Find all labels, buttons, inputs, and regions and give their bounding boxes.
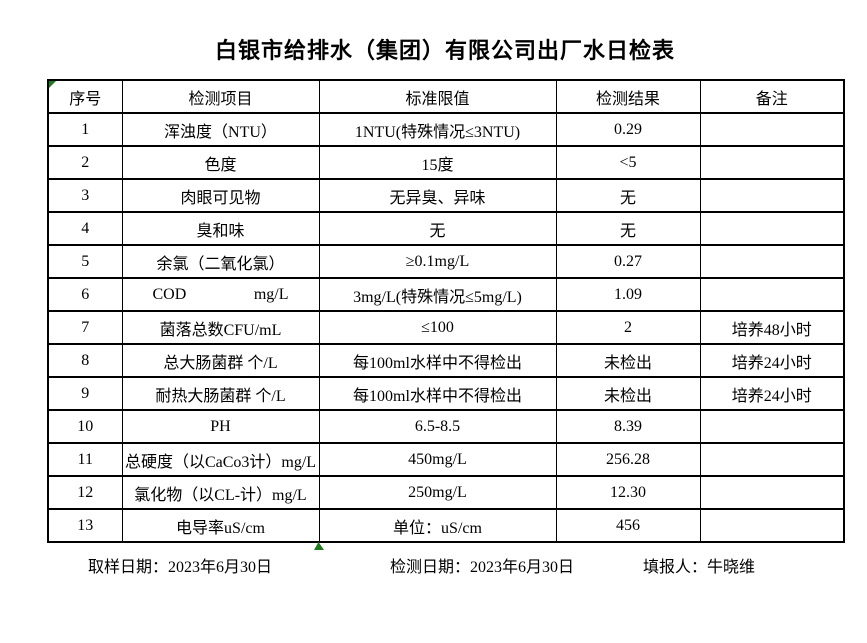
table-row: 3 肉眼可见物 无异臭、异味 无 — [47, 178, 845, 213]
table-row: 8 总大肠菌群 个/L 每100ml水样中不得检出 未检出 培养24小时 — [47, 343, 845, 378]
cell-item: 余氯（二氧化氯） — [121, 244, 320, 279]
cell-note: 培养24小时 — [699, 343, 845, 378]
cell-no: 13 — [47, 508, 123, 543]
table-row: 11 总硬度（以CaCo3计）mg/L 450mg/L 256.28 — [47, 442, 845, 477]
cell-note — [699, 277, 845, 312]
cell-result: 1.09 — [555, 277, 701, 312]
cell-item: PH — [121, 409, 320, 444]
cell-result: 456 — [555, 508, 701, 543]
cell-no: 1 — [47, 112, 123, 147]
cell-result: 0.27 — [555, 244, 701, 279]
table-row: 5 余氯（二氧化氯） ≥0.1mg/L 0.27 — [47, 244, 845, 279]
cell-note — [699, 409, 845, 444]
cell-item: 耐热大肠菌群 个/L — [121, 376, 320, 411]
cell-limit: 250mg/L — [318, 475, 557, 510]
cell-item: 总硬度（以CaCo3计）mg/L — [121, 442, 320, 477]
cell-limit: 每100ml水样中不得检出 — [318, 376, 557, 411]
cell-result: 无 — [555, 178, 701, 213]
cell-note — [699, 178, 845, 213]
cell-no: 11 — [47, 442, 123, 477]
cell-item: 氯化物（以CL-计）mg/L — [121, 475, 320, 510]
sampling-date-label: 取样日期：2023年6月30日 — [88, 559, 273, 576]
cell-result: 12.30 — [555, 475, 701, 510]
cell-limit: 1NTU(特殊情况≤3NTU) — [318, 112, 557, 147]
cell-note — [699, 211, 845, 246]
cell-limit: ≤100 — [318, 310, 557, 345]
cell-limit: 无 — [318, 211, 557, 246]
table-header-row: 序号 检测项目 标准限值 检测结果 备注 — [47, 79, 845, 114]
cell-item: 肉眼可见物 — [121, 178, 320, 213]
testing-date-label: 检测日期：2023年6月30日 — [390, 559, 575, 576]
cell-result: 0.29 — [555, 112, 701, 147]
cell-note — [699, 442, 845, 477]
cell-result: 未检出 — [555, 343, 701, 378]
table-row: 7 菌落总数CFU/mL ≤100 2 培养48小时 — [47, 310, 845, 345]
table-row: 2 色度 15度 <5 — [47, 145, 845, 180]
cell-limit: 无异臭、异味 — [318, 178, 557, 213]
table-row: 12 氯化物（以CL-计）mg/L 250mg/L 12.30 — [47, 475, 845, 510]
cell-result: 8.39 — [555, 409, 701, 444]
cell-note — [699, 475, 845, 510]
cell-limit: ≥0.1mg/L — [318, 244, 557, 279]
cell-item: COD mg/L — [121, 277, 320, 312]
cell-no: 12 — [47, 475, 123, 510]
header-no: 序号 — [47, 79, 123, 114]
cell-no: 4 — [47, 211, 123, 246]
table-row: 1 浑浊度（NTU） 1NTU(特殊情况≤3NTU) 0.29 — [47, 112, 845, 147]
cell-no: 10 — [47, 409, 123, 444]
cell-item: 臭和味 — [121, 211, 320, 246]
cell-no: 9 — [47, 376, 123, 411]
table-row: 4 臭和味 无 无 — [47, 211, 845, 246]
green-bottom-marker-icon — [314, 542, 324, 550]
cell-no: 5 — [47, 244, 123, 279]
cell-item: 电导率uS/cm — [121, 508, 320, 543]
header-item: 检测项目 — [121, 79, 320, 114]
table-row: 9 耐热大肠菌群 个/L 每100ml水样中不得检出 未检出 培养24小时 — [47, 376, 845, 411]
header-limit: 标准限值 — [318, 79, 557, 114]
cell-note — [699, 112, 845, 147]
header-note: 备注 — [699, 79, 845, 114]
cell-item-left: COD — [152, 285, 187, 303]
cell-note — [699, 508, 845, 543]
cell-result: 无 — [555, 211, 701, 246]
cell-note — [699, 244, 845, 279]
cell-limit: 450mg/L — [318, 442, 557, 477]
cell-no: 7 — [47, 310, 123, 345]
cell-note — [699, 145, 845, 180]
table-row: 6 COD mg/L 3mg/L(特殊情况≤5mg/L) 1.09 — [47, 277, 845, 312]
cell-limit: 15度 — [318, 145, 557, 180]
header-result: 检测结果 — [555, 79, 701, 114]
cell-item: 菌落总数CFU/mL — [121, 310, 320, 345]
table-row: 10 PH 6.5-8.5 8.39 — [47, 409, 845, 444]
cell-limit: 3mg/L(特殊情况≤5mg/L) — [318, 277, 557, 312]
cell-limit: 6.5-8.5 — [318, 409, 557, 444]
cell-no: 2 — [47, 145, 123, 180]
cell-result: 2 — [555, 310, 701, 345]
green-corner-marker-icon — [49, 81, 56, 88]
cell-item: 浑浊度（NTU） — [121, 112, 320, 147]
cell-result: <5 — [555, 145, 701, 180]
cell-item: 色度 — [121, 145, 320, 180]
cell-limit: 单位：uS/cm — [318, 508, 557, 543]
table-row: 13 电导率uS/cm 单位：uS/cm 456 — [47, 508, 845, 543]
cell-note: 培养48小时 — [699, 310, 845, 345]
cell-item-right: mg/L — [253, 285, 289, 303]
cell-no: 6 — [47, 277, 123, 312]
cell-limit: 每100ml水样中不得检出 — [318, 343, 557, 378]
reporter-label: 填报人：牛晓维 — [643, 559, 756, 576]
cell-item: 总大肠菌群 个/L — [121, 343, 320, 378]
page-title: 白银市给排水（集团）有限公司出厂水日检表 — [214, 38, 675, 63]
cell-no: 8 — [47, 343, 123, 378]
cell-note: 培养24小时 — [699, 376, 845, 411]
cell-result: 256.28 — [555, 442, 701, 477]
cell-result: 未检出 — [555, 376, 701, 411]
cell-no: 3 — [47, 178, 123, 213]
inspection-table: 序号 检测项目 标准限值 检测结果 备注 1 浑浊度（NTU） 1NTU(特殊情… — [47, 79, 845, 543]
